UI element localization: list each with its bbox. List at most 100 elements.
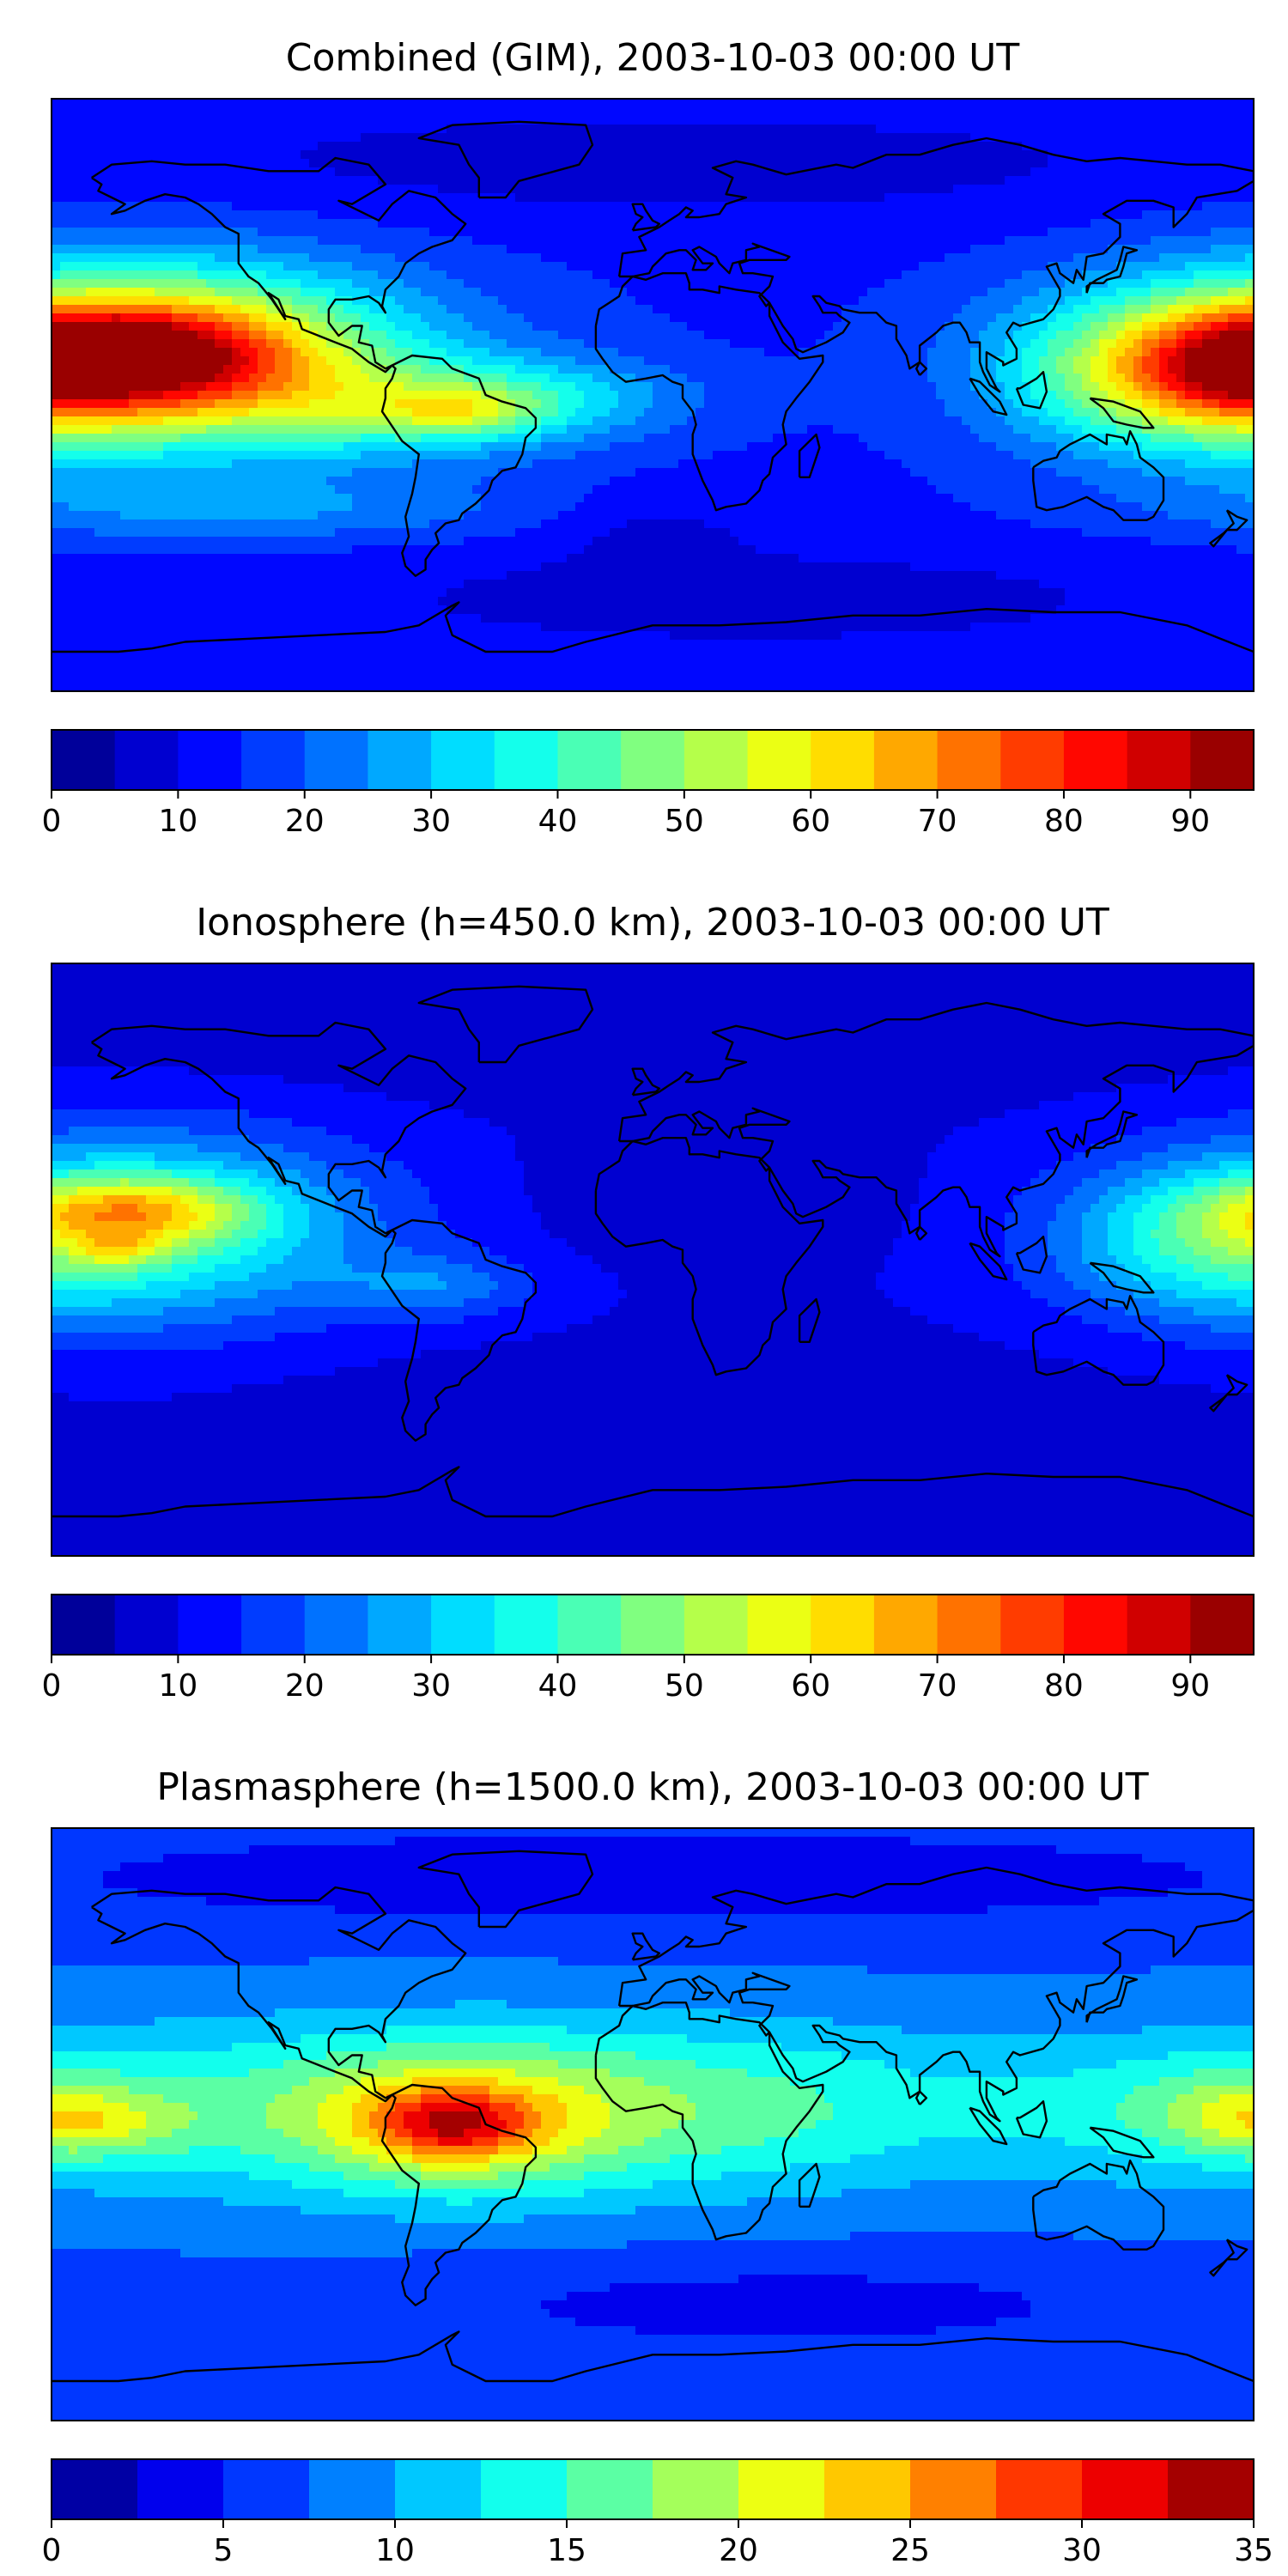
contour-cell — [859, 356, 868, 366]
contour-cell — [1133, 245, 1143, 254]
contour-cell — [146, 219, 155, 228]
contour-cell — [876, 236, 885, 246]
contour-cell — [1245, 288, 1254, 297]
contour-cell — [799, 399, 808, 409]
contour-cell — [627, 236, 636, 246]
contour-cell — [335, 313, 344, 323]
contour-cell — [378, 391, 387, 400]
contour-cell — [584, 228, 593, 237]
contour-cell — [60, 305, 70, 314]
contour-cell — [807, 107, 817, 117]
contour-cell — [180, 288, 190, 297]
contour-cell — [318, 279, 327, 289]
contour-cell — [653, 176, 662, 185]
contour-cell — [120, 176, 130, 185]
contour-cell — [1245, 202, 1254, 211]
contour-cell — [1005, 322, 1014, 331]
contour-cell — [223, 399, 233, 409]
contour-cell — [1039, 116, 1048, 125]
contour-cell — [584, 116, 593, 125]
contour-cell — [318, 219, 327, 228]
contour-cell — [824, 219, 834, 228]
contour-cell — [197, 228, 207, 237]
contour-cell — [1168, 245, 1177, 254]
contour-cell — [464, 331, 473, 340]
contour-cell — [764, 288, 774, 297]
contour-cell — [1219, 142, 1229, 151]
contour-cell — [1005, 219, 1014, 228]
contour-cell — [318, 391, 327, 400]
contour-cell — [292, 322, 301, 331]
contour-cell — [481, 270, 490, 280]
contour-cell — [919, 270, 928, 280]
contour-cell — [850, 399, 860, 409]
contour-cell — [1133, 150, 1143, 160]
contour-cell — [1030, 253, 1040, 263]
contour-cell — [180, 133, 190, 143]
contour-cell — [498, 219, 507, 228]
contour-cell — [1185, 193, 1194, 203]
contour-cell — [1219, 228, 1229, 237]
contour-cell — [592, 365, 602, 374]
contour-cell — [1176, 107, 1186, 117]
contour-cell — [1091, 374, 1100, 383]
contour-cell — [927, 322, 937, 331]
contour-cell — [309, 107, 319, 117]
contour-cell — [713, 133, 722, 143]
contour-cell — [1159, 270, 1169, 280]
contour-cell — [447, 167, 456, 177]
contour-cell — [1202, 228, 1212, 237]
contour-cell — [541, 288, 550, 297]
contour-cell — [232, 245, 241, 254]
contour-cell — [189, 356, 198, 366]
contour-cell — [1133, 382, 1143, 392]
contour-cell — [730, 262, 739, 271]
contour-cell — [721, 116, 731, 125]
contour-cell — [1030, 365, 1040, 374]
contour-cell — [824, 374, 834, 383]
contour-cell — [601, 279, 611, 289]
contour-cell — [567, 253, 576, 263]
contour-cell — [635, 167, 645, 177]
contour-cell — [421, 322, 430, 331]
contour-cell — [472, 313, 482, 323]
contour-cell — [567, 399, 576, 409]
contour-cell — [1185, 313, 1194, 323]
contour-cell — [816, 228, 825, 237]
contour-cell — [112, 365, 121, 374]
contour-cell — [421, 288, 430, 297]
contour-cell — [1185, 270, 1194, 280]
contour-cell — [550, 202, 559, 211]
contour-cell — [69, 374, 78, 383]
contour-cell — [876, 133, 885, 143]
contour-cell — [601, 142, 611, 151]
contour-cell — [902, 296, 911, 306]
contour-cell — [1082, 125, 1091, 134]
contour-cell — [524, 107, 533, 117]
contour-cell — [275, 202, 284, 211]
contour-cell — [1039, 236, 1048, 246]
contour-cell — [163, 193, 173, 203]
contour-cell — [1108, 313, 1117, 323]
contour-cell — [979, 236, 988, 246]
contour-cell — [309, 236, 319, 246]
contour-cell — [567, 279, 576, 289]
contour-cell — [137, 399, 147, 409]
contour-cell — [1194, 176, 1203, 185]
contour-cell — [404, 374, 413, 383]
contour-cell — [738, 133, 748, 143]
contour-cell — [1142, 296, 1151, 306]
contour-cell — [687, 288, 696, 297]
contour-cell — [481, 356, 490, 366]
contour-cell — [1116, 322, 1126, 331]
contour-cell — [60, 116, 70, 125]
contour-cell — [833, 270, 842, 280]
contour-cell — [893, 133, 902, 143]
contour-cell — [352, 374, 361, 383]
contour-cell — [60, 219, 70, 228]
contour-cell — [850, 202, 860, 211]
contour-cell — [258, 331, 267, 340]
contour-cell — [532, 107, 542, 117]
contour-cell — [386, 374, 396, 383]
contour-cell — [644, 279, 653, 289]
